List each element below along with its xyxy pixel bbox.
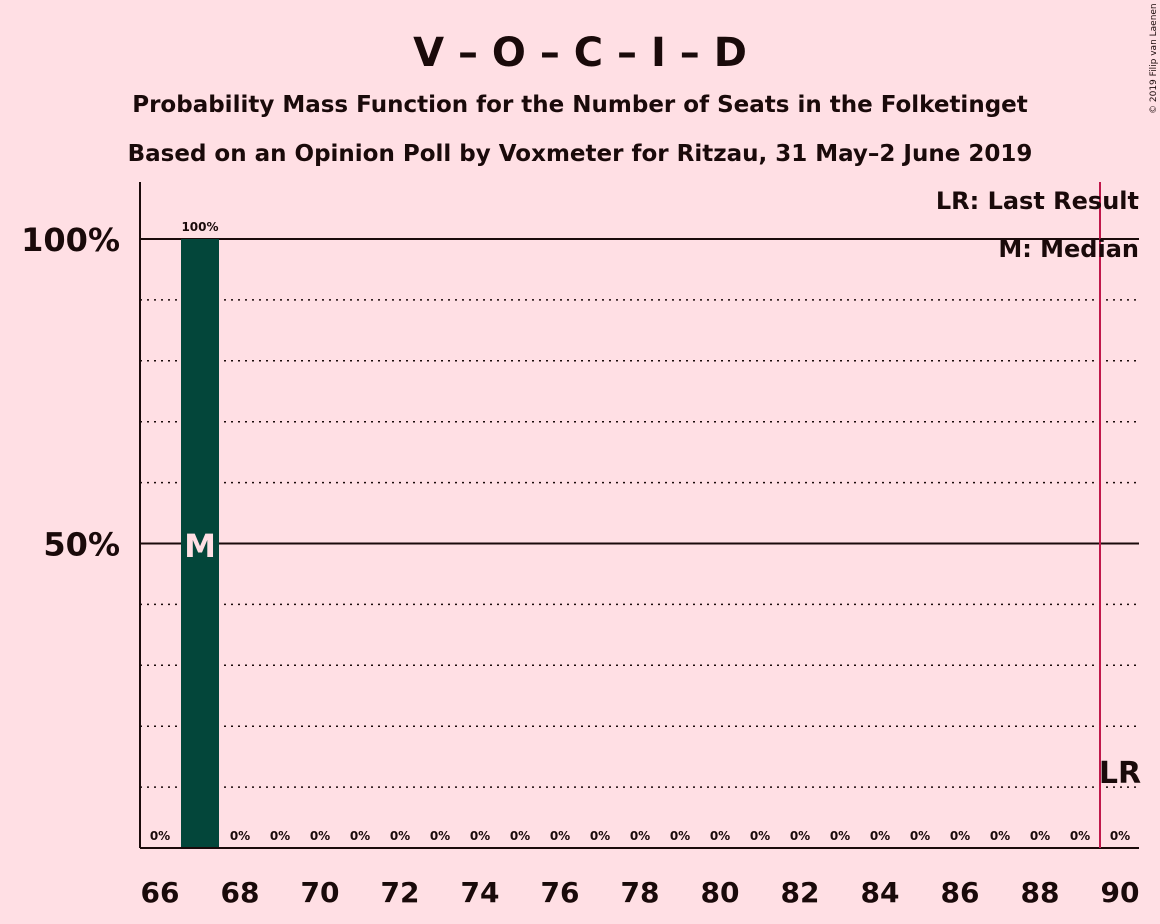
bar-label-77: 0% [590,829,610,843]
bar-label-76: 0% [550,829,570,843]
gridlines [140,238,1139,788]
x-tick-labels: 66 68 70 72 74 76 78 80 82 84 86 88 90 [141,876,1140,909]
bar-label-66: 0% [150,829,170,843]
y-tick-labels: 50% 100% [21,221,120,564]
legend-median: M: Median [998,235,1139,263]
bar-label-72: 0% [390,829,410,843]
x-tick-80: 80 [701,876,740,909]
x-tick-88: 88 [1021,876,1060,909]
y-tick-50: 50% [43,526,120,564]
legend-last-result: LR: Last Result [936,187,1139,215]
bar-value-labels: 0% 100% 0% 0% 0% 0% 0% 0% 0% 0% 0% 0% 0% 0% 0% 0% 0% 0% 0%… [150,220,1130,843]
x-tick-68: 68 [221,876,260,909]
bar-label-71: 0% [350,829,370,843]
bar-label-83: 0% [830,829,850,843]
bar-label-73: 0% [430,829,450,843]
x-tick-90: 90 [1101,876,1140,909]
x-tick-84: 84 [861,876,900,909]
bar-label-74: 0% [470,829,490,843]
x-tick-86: 86 [941,876,980,909]
bar-label-88: 0% [1030,829,1050,843]
x-tick-74: 74 [461,876,500,909]
bar-label-70: 0% [310,829,330,843]
bar-label-84: 0% [870,829,890,843]
copyright-notice: © 2019 Filip van Laenen [1149,3,1159,114]
chart-subtitle-2: Based on an Opinion Poll by Voxmeter for… [128,141,1033,167]
x-tick-70: 70 [301,876,340,909]
bar-label-85: 0% [910,829,930,843]
bar-label-89: 0% [1070,829,1090,843]
x-tick-78: 78 [621,876,660,909]
x-tick-66: 66 [141,876,180,909]
bar-label-82: 0% [790,829,810,843]
bar-label-68: 0% [230,829,250,843]
y-tick-100: 100% [21,221,120,259]
bar-label-80: 0% [710,829,730,843]
chart-subtitle-1: Probability Mass Function for the Number… [132,92,1028,118]
x-tick-82: 82 [781,876,820,909]
bar-label-87: 0% [990,829,1010,843]
axes [139,182,1139,849]
bar-label-67: 100% [181,220,218,234]
last-result-label: LR [1099,756,1141,791]
x-tick-72: 72 [381,876,420,909]
x-tick-76: 76 [541,876,580,909]
bars [181,239,219,848]
bar-label-81: 0% [750,829,770,843]
bar-label-69: 0% [270,829,290,843]
bar-label-78: 0% [630,829,650,843]
median-label: M [184,527,216,565]
chart-title: V – O – C – I – D [413,30,747,76]
bar-label-86: 0% [950,829,970,843]
bar-label-75: 0% [510,829,530,843]
bar-label-90: 0% [1110,829,1130,843]
bar-67 [181,239,219,848]
bar-label-79: 0% [670,829,690,843]
